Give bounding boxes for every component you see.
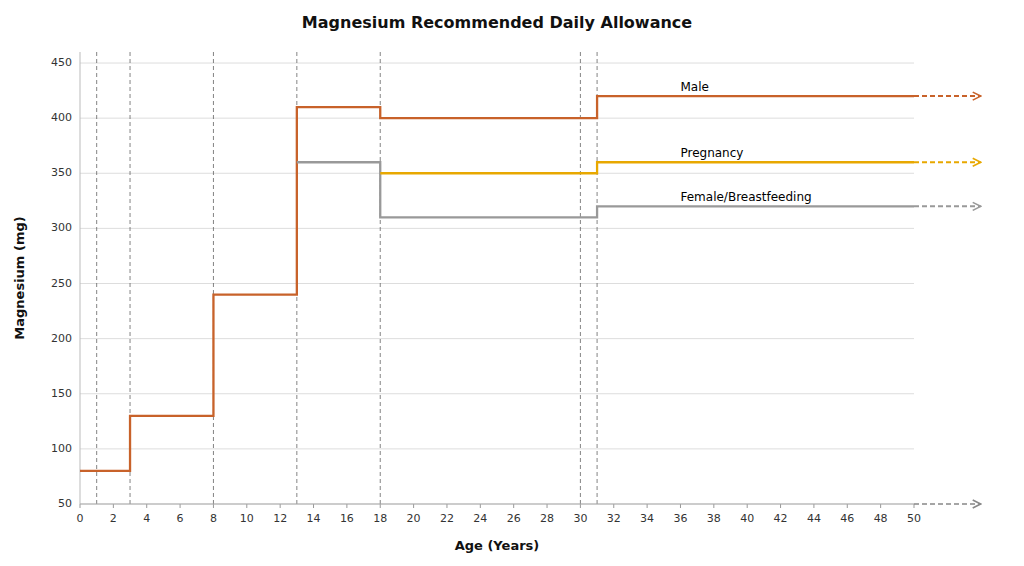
- grid-line: [80, 228, 914, 229]
- series-label: Female/Breastfeeding: [680, 190, 811, 204]
- x-tick: [813, 504, 814, 508]
- x-tick-label: 4: [143, 512, 150, 525]
- series-arrow: [914, 161, 981, 163]
- y-tick-label: 200: [51, 332, 72, 345]
- series-line: [380, 162, 914, 173]
- series-arrow: [914, 95, 981, 97]
- x-tick-label: 24: [473, 512, 487, 525]
- y-tick-label: 450: [51, 56, 72, 69]
- x-tick-label: 38: [707, 512, 721, 525]
- x-tick-label: 36: [673, 512, 687, 525]
- grid-line: [80, 283, 914, 284]
- x-tick-label: 12: [273, 512, 287, 525]
- x-tick-label: 16: [340, 512, 354, 525]
- grid-line: [80, 338, 914, 339]
- y-tick-label: 250: [51, 277, 72, 290]
- x-axis-arrow: [914, 503, 981, 505]
- y-tick-label: 400: [51, 111, 72, 124]
- x-tick: [680, 504, 681, 508]
- y-axis-label: Magnesium (mg): [12, 216, 27, 339]
- x-tick: [780, 504, 781, 508]
- series-arrow: [914, 205, 981, 207]
- y-tick-label: 300: [51, 221, 72, 234]
- x-tick-label: 8: [210, 512, 217, 525]
- age-transition-line: [597, 52, 598, 504]
- x-tick-label: 46: [840, 512, 854, 525]
- x-tick: [580, 504, 581, 508]
- x-tick-label: 30: [573, 512, 587, 525]
- x-tick: [613, 504, 614, 508]
- grid-line: [80, 504, 914, 505]
- x-tick: [480, 504, 481, 508]
- x-tick-label: 2: [110, 512, 117, 525]
- x-tick-label: 34: [640, 512, 654, 525]
- x-tick: [146, 504, 147, 508]
- x-tick: [213, 504, 214, 508]
- series-line: [297, 162, 914, 217]
- x-tick-label: 20: [407, 512, 421, 525]
- x-tick-label: 28: [540, 512, 554, 525]
- x-tick: [547, 504, 548, 508]
- x-tick-label: 14: [307, 512, 321, 525]
- x-axis-label: Age (Years): [455, 538, 540, 553]
- x-tick-label: 22: [440, 512, 454, 525]
- x-tick: [880, 504, 881, 508]
- x-tick-label: 6: [177, 512, 184, 525]
- x-tick-label: 48: [874, 512, 888, 525]
- series-line: [80, 96, 914, 471]
- x-tick-label: 32: [607, 512, 621, 525]
- x-tick: [747, 504, 748, 508]
- y-tick-label: 150: [51, 387, 72, 400]
- x-axis-line: [80, 504, 914, 505]
- age-transition-line: [380, 52, 381, 504]
- x-tick-label: 42: [774, 512, 788, 525]
- x-tick-label: 18: [373, 512, 387, 525]
- x-tick: [313, 504, 314, 508]
- x-tick: [113, 504, 114, 508]
- x-tick-label: 40: [740, 512, 754, 525]
- chart: 5010015020025030035040045002468101214161…: [0, 0, 1024, 566]
- x-tick: [80, 504, 81, 508]
- grid-line: [80, 63, 914, 64]
- x-tick: [413, 504, 414, 508]
- y-tick-label: 350: [51, 166, 72, 179]
- grid-line: [80, 448, 914, 449]
- x-tick: [513, 504, 514, 508]
- y-axis-line: [80, 52, 81, 504]
- x-tick: [380, 504, 381, 508]
- x-tick: [180, 504, 181, 508]
- x-tick: [280, 504, 281, 508]
- x-tick: [713, 504, 714, 508]
- x-tick-label: 50: [907, 512, 921, 525]
- title: Magnesium Recommended Daily Allowance: [302, 13, 692, 32]
- x-tick-label: 0: [77, 512, 84, 525]
- x-tick: [847, 504, 848, 508]
- plot-area: [80, 52, 914, 504]
- age-transition-line: [580, 52, 581, 504]
- x-tick-label: 10: [240, 512, 254, 525]
- series-label: Pregnancy: [680, 146, 743, 160]
- grid-line: [80, 393, 914, 394]
- x-tick-label: 26: [507, 512, 521, 525]
- grid: [80, 63, 914, 504]
- x-tick: [346, 504, 347, 508]
- age-transition-line: [213, 52, 214, 504]
- x-tick-label: 44: [807, 512, 821, 525]
- x-tick: [647, 504, 648, 508]
- age-transition-line: [96, 52, 97, 504]
- y-tick-label: 100: [51, 442, 72, 455]
- x-tick: [246, 504, 247, 508]
- series-label: Male: [680, 80, 708, 94]
- y-tick-label: 50: [58, 497, 72, 510]
- x-tick: [446, 504, 447, 508]
